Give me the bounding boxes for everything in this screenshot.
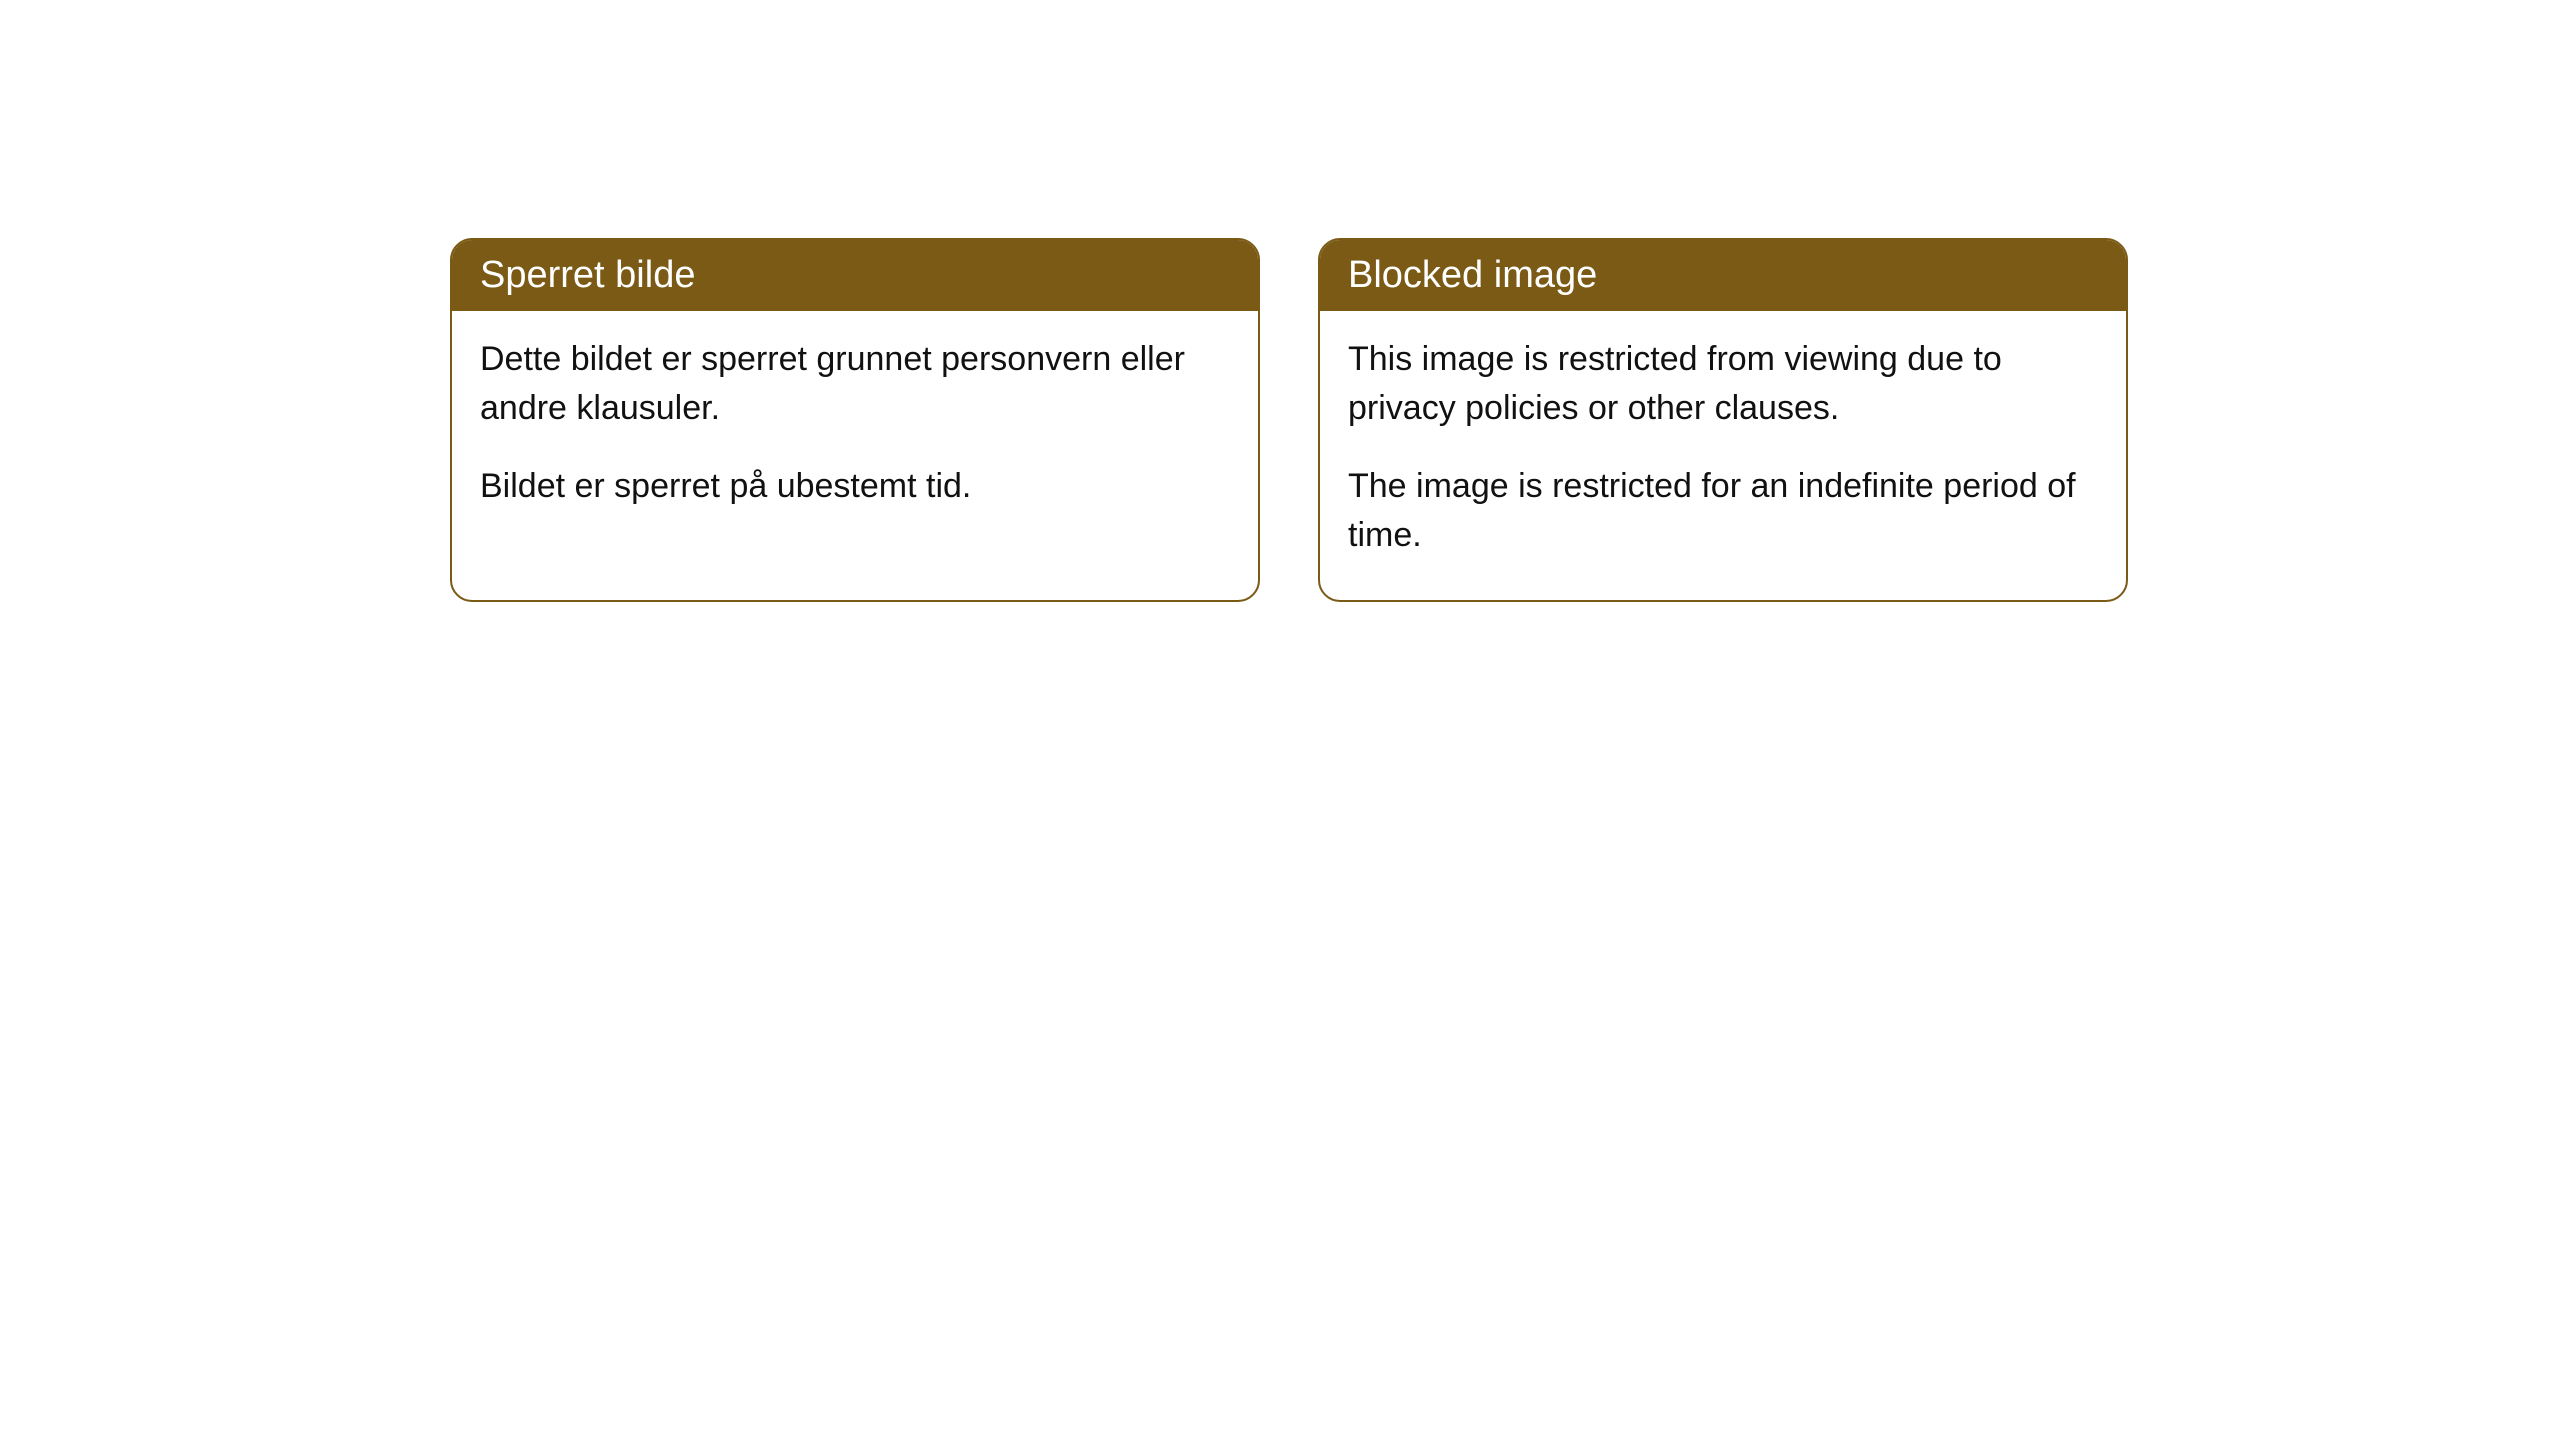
notice-cards-container: Sperret bilde Dette bildet er sperret gr… xyxy=(450,238,2128,602)
card-header: Sperret bilde xyxy=(452,240,1258,311)
card-paragraph: Dette bildet er sperret grunnet personve… xyxy=(480,335,1230,434)
card-header: Blocked image xyxy=(1320,240,2126,311)
card-paragraph: The image is restricted for an indefinit… xyxy=(1348,462,2098,561)
card-paragraph: Bildet er sperret på ubestemt tid. xyxy=(480,462,1230,511)
notice-card-norwegian: Sperret bilde Dette bildet er sperret gr… xyxy=(450,238,1260,602)
card-title: Sperret bilde xyxy=(480,254,695,296)
card-body: Dette bildet er sperret grunnet personve… xyxy=(452,311,1258,551)
notice-card-english: Blocked image This image is restricted f… xyxy=(1318,238,2128,602)
card-paragraph: This image is restricted from viewing du… xyxy=(1348,335,2098,434)
card-body: This image is restricted from viewing du… xyxy=(1320,311,2126,600)
card-title: Blocked image xyxy=(1348,254,1597,296)
